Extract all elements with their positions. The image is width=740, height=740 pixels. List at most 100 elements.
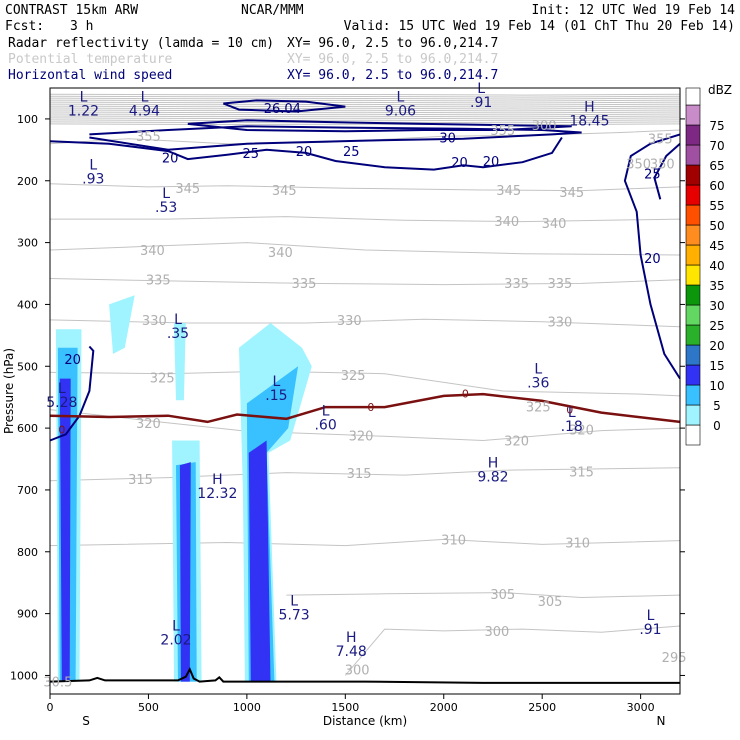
- theta-contour: [49, 105, 681, 108]
- theta-label: 310: [565, 537, 590, 552]
- extremum-value: 9.06: [385, 104, 416, 120]
- extremum-kind: H: [346, 630, 357, 646]
- wind-label: 25: [644, 167, 661, 182]
- colorbar-level: 25: [709, 319, 724, 333]
- colorbar-level: 30: [709, 299, 724, 313]
- theta-contour: [50, 216, 681, 223]
- theta-contour: [49, 95, 681, 98]
- colorbar-swatch: [685, 104, 701, 126]
- extremum-kind: L: [397, 90, 405, 106]
- extremum-kind: L: [290, 594, 298, 610]
- theta-label: 345: [272, 184, 297, 199]
- colorbar-swatch: [685, 244, 701, 266]
- plot-area: 345 345 345 345 340 340 340 340 335 335 335 335 330 3…: [43, 81, 687, 695]
- extremum-value: 2.02: [160, 632, 191, 648]
- theta-label: 310: [441, 533, 466, 548]
- theta-contour: [49, 370, 681, 397]
- colorbar-swatch: [685, 87, 701, 106]
- theta-contour: [49, 107, 681, 110]
- wind-label: 20: [483, 155, 500, 170]
- colorbar-level: 5: [713, 399, 721, 413]
- colorbar-level: 60: [709, 179, 724, 193]
- colorbar-level: 40: [709, 259, 724, 273]
- theta-contour: [49, 103, 681, 106]
- wind-label: 20: [644, 252, 661, 267]
- theta-contour: [344, 625, 681, 676]
- theta-contour: [49, 99, 681, 102]
- extremum-value: .91: [639, 622, 661, 638]
- theta-contour: [49, 278, 681, 286]
- theta-label: 350: [626, 157, 651, 172]
- extremum-value: .60: [314, 418, 336, 434]
- theta-contour: [49, 109, 681, 112]
- field-coords: XY= 96.0, 2.5 to 96.0,214.7: [287, 52, 498, 67]
- colorbar-swatch: [685, 184, 701, 206]
- potential-temperature-contours: [49, 93, 681, 676]
- reflectivity-area: [174, 323, 186, 401]
- extremum-kind: H: [488, 456, 499, 472]
- extremum-value: .93: [82, 172, 104, 188]
- extremum-value: 9.82: [477, 470, 508, 486]
- theta-label: 335: [146, 274, 171, 289]
- extremum-kind: L: [477, 81, 485, 97]
- colorbar-swatch: [685, 204, 701, 226]
- fcst-label: Fcst:: [5, 19, 44, 34]
- colorbar-swatch: [685, 364, 701, 386]
- theta-label: 320: [349, 430, 374, 445]
- field-legend: Radar reflectivity (lamda = 10 cm) XY= 96…: [8, 36, 498, 83]
- y-tick-label: 1000: [10, 669, 38, 682]
- extremum-value: .15: [265, 388, 287, 404]
- theta-contour: [49, 117, 681, 120]
- colorbar-swatch: [685, 284, 701, 306]
- theta-contour: [49, 242, 681, 256]
- colorbar-swatch: [685, 304, 701, 326]
- theta-label: 355: [136, 130, 161, 145]
- extremum-kind: L: [273, 374, 281, 390]
- field-name: Radar reflectivity (lamda = 10 cm): [8, 36, 274, 51]
- theta-label: 350: [650, 157, 675, 172]
- y-tick-label: 900: [17, 608, 38, 621]
- theta-contour: [49, 115, 681, 118]
- field-name: Horizontal wind speed: [8, 68, 172, 83]
- theta-contour: [49, 93, 681, 96]
- extremum-value: 4.94: [129, 104, 160, 120]
- wind-label: 20: [296, 145, 313, 160]
- contour-labels: 345 345 345 345 340 340 340 340 335 335 335 335 330 3…: [43, 102, 686, 691]
- theta-label: 315: [347, 467, 372, 482]
- extremum-kind: L: [141, 90, 149, 106]
- wind-contour: [49, 345, 95, 442]
- wind-label: 25: [343, 145, 360, 160]
- init-time: Init: 12 UTC Wed 19 Feb 14: [532, 3, 736, 18]
- theta-contour: [49, 318, 681, 328]
- plot-frame: [49, 87, 681, 695]
- wind-contour: [49, 136, 563, 171]
- y-tick-label: 800: [17, 546, 38, 559]
- extremum-value: .36: [527, 376, 549, 392]
- org-label: NCAR/MMM: [241, 3, 304, 18]
- colorbar-swatch: [685, 164, 701, 186]
- colorbar-swatch: [685, 384, 701, 406]
- field-name: Potential temperature: [8, 52, 173, 67]
- extremum-kind: H: [212, 472, 223, 488]
- extremum-value: 18.45: [569, 113, 609, 129]
- colorbar-swatch: [685, 144, 701, 166]
- axes: 0 500 1000 1500 2000 2500 30001002003004005006…: [2, 113, 685, 728]
- reflectivity-area: [248, 440, 271, 682]
- theta-label: 320: [569, 423, 594, 438]
- theta-label: 300: [484, 625, 509, 640]
- theta-label: 325: [526, 400, 551, 415]
- colorbar-swatch: [685, 424, 701, 446]
- reflectivity-area: [59, 378, 71, 682]
- zero-isotherm-label: 0: [367, 401, 374, 414]
- theta-label: 320: [504, 434, 529, 449]
- x-tick-label: 0: [47, 701, 54, 714]
- x-tick-label: 2000: [430, 701, 458, 714]
- theta-label: 315: [569, 465, 594, 480]
- wind-label: 20: [162, 151, 179, 166]
- colorbar-level: 35: [709, 279, 724, 293]
- fcst-value: 3 h: [70, 19, 93, 34]
- colorbar-unit: dBZ: [708, 83, 732, 97]
- x-tick-label: 1500: [331, 701, 359, 714]
- colorbar-level: 55: [709, 199, 724, 213]
- colorbar-swatch: [685, 344, 701, 366]
